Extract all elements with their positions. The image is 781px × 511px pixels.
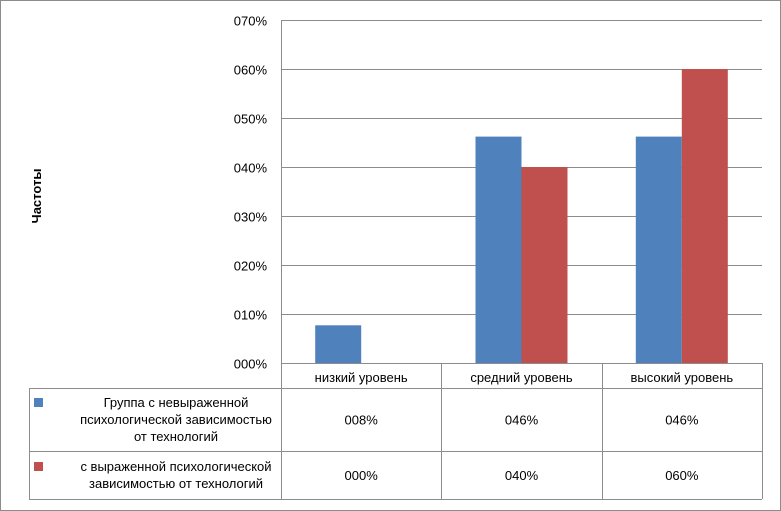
value-label: 046%	[665, 413, 699, 428]
legend-key	[34, 462, 43, 471]
series-name: от технологий	[134, 429, 218, 444]
bar	[521, 167, 568, 363]
legend-key	[34, 398, 43, 407]
bar	[315, 325, 362, 363]
bar	[681, 69, 728, 363]
bar	[635, 136, 682, 363]
y-tick-label: 040%	[234, 161, 268, 176]
y-tick-label: 010%	[234, 308, 268, 323]
value-label: 060%	[665, 468, 699, 483]
category-label: средний уровень	[470, 370, 573, 385]
series-name: Группа с невыраженной	[104, 395, 249, 410]
y-tick-label: 020%	[234, 259, 268, 274]
bars	[315, 69, 728, 363]
series-name: зависимостью от технологий	[89, 476, 263, 491]
category-label: высокий уровень	[630, 370, 733, 385]
value-label: 040%	[505, 468, 539, 483]
category-label: низкий уровень	[315, 370, 408, 385]
y-tick-labels: 000% 010% 020% 030% 040% 050% 060% 070%	[234, 14, 268, 372]
y-axis-label: Частоты	[29, 169, 44, 224]
y-tick-label: 030%	[234, 210, 268, 225]
value-label: 000%	[345, 468, 379, 483]
series-name: психологической зависимостью	[80, 412, 272, 427]
y-tick-label: 050%	[234, 112, 268, 127]
y-tick-label: 000%	[234, 357, 268, 372]
bar	[475, 136, 522, 363]
value-label: 008%	[345, 413, 379, 428]
data-table: низкий уровень средний уровень высокий уро…	[29, 363, 763, 500]
y-tick-label: 060%	[234, 63, 268, 78]
series-name: с выраженной психологической	[80, 459, 271, 474]
value-label: 046%	[505, 413, 539, 428]
y-tick-label: 070%	[234, 14, 268, 29]
